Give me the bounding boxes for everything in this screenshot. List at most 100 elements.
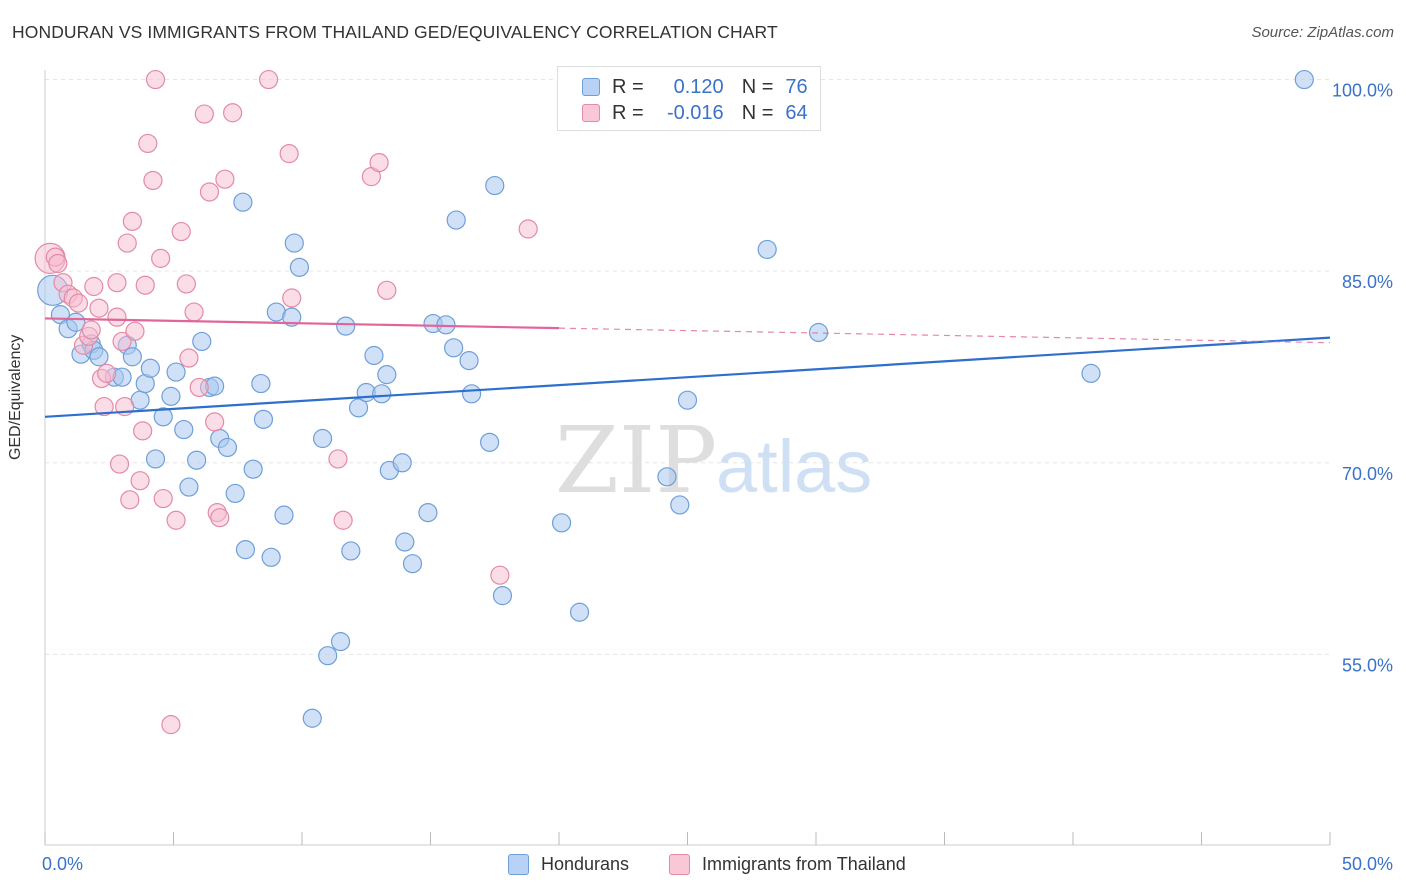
thailand-point — [112, 331, 132, 352]
thailand-point — [151, 248, 171, 268]
r-value-hondurans: 0.120 — [673, 75, 724, 98]
honduran-point — [274, 505, 294, 525]
honduran-point — [446, 210, 466, 230]
legend-label-hondurans: Hondurans — [541, 853, 630, 874]
n-value-hondurans: 76 — [785, 75, 808, 98]
honduran-point — [284, 233, 304, 253]
thailand-point — [109, 454, 130, 474]
n-label: N = — [741, 101, 774, 124]
thailand-point — [199, 182, 220, 202]
honduran-point — [808, 322, 829, 343]
thailand-point — [145, 69, 166, 90]
honduran-trend-line — [44, 336, 1331, 418]
thailand-point — [328, 449, 348, 469]
legend-swatch-pink — [582, 104, 600, 122]
legend-item-hondurans: Hondurans — [508, 851, 629, 877]
honduran-point — [348, 398, 369, 418]
honduran-point — [145, 449, 166, 469]
honduran-point — [372, 384, 392, 404]
honduran-point — [336, 316, 356, 336]
y-tick-label: 70.0% — [1342, 464, 1393, 484]
tick-labels: 100.0% 85.0% 70.0% 55.0% 0.0% 50.0% — [42, 81, 1393, 874]
thailand-point — [153, 488, 173, 509]
honduran-point — [140, 358, 160, 378]
honduran-point — [480, 432, 500, 452]
honduran-point — [657, 467, 677, 487]
thailand-point — [68, 293, 89, 313]
honduran-point — [235, 540, 256, 560]
trend-lines — [44, 317, 1331, 418]
thailand-point — [97, 363, 117, 383]
chart-title: HONDURAN VS IMMIGRANTS FROM THAILAND GED… — [12, 22, 778, 42]
honduran-point — [161, 386, 181, 406]
thailand-point — [130, 471, 150, 491]
honduran-point — [217, 437, 238, 458]
thailand-trend-line — [44, 317, 560, 330]
thailand-point — [194, 104, 214, 124]
honduran-point — [569, 602, 590, 622]
honduran-point — [187, 450, 207, 470]
thailand-point — [377, 280, 397, 300]
thailand-point — [89, 298, 109, 318]
honduran-point — [1081, 363, 1101, 383]
honduran-point — [364, 345, 384, 366]
honduran-point — [492, 586, 513, 606]
thailand-point — [179, 348, 199, 368]
thailand-point — [223, 103, 243, 123]
thailand-point — [138, 133, 158, 154]
thailand-point — [107, 273, 127, 293]
thailand-point — [369, 152, 389, 173]
source-label: Source: ZipAtlas.com — [1251, 24, 1394, 41]
thailand-point — [81, 320, 101, 340]
legend-swatch-pink — [669, 853, 690, 875]
thailand-point — [161, 715, 181, 735]
honduran-point — [192, 331, 212, 352]
thailand-point — [490, 565, 510, 585]
y-tick-label: 85.0% — [1342, 272, 1393, 292]
honduran-point — [225, 483, 245, 504]
axes — [44, 70, 1331, 846]
thailand-point — [518, 219, 538, 239]
honduran-point — [282, 307, 302, 327]
legend-label-thailand: Immigrants from Thailand — [702, 853, 906, 874]
honduran-point — [153, 407, 173, 427]
honduran-point — [302, 708, 322, 728]
honduran-point — [66, 312, 86, 332]
watermark-zip: ZIP — [555, 407, 717, 514]
honduran-point — [253, 409, 274, 429]
honduran-point — [233, 192, 253, 212]
honduran-point — [166, 362, 186, 382]
thailand-point — [205, 412, 225, 432]
honduran-point — [243, 459, 263, 479]
honduran-point — [670, 495, 690, 515]
x-tick-label: 0.0% — [42, 854, 83, 874]
thailand-trend-extension — [558, 327, 1331, 344]
thailand-point — [133, 421, 153, 441]
thailand-point — [122, 211, 142, 231]
honduran-point — [677, 390, 698, 410]
thailand-point — [279, 144, 299, 164]
thailand-point — [48, 253, 68, 274]
honduran-point — [551, 513, 572, 533]
honduran-point — [462, 384, 482, 404]
honduran-point — [179, 477, 199, 497]
honduran-point — [330, 632, 351, 652]
honduran-point — [174, 419, 194, 440]
honduran-point — [402, 554, 423, 574]
thailand-point — [184, 302, 204, 322]
legend-row-thailand: R = -0.016 N = 64 — [582, 100, 808, 126]
r-label: R = — [612, 75, 644, 98]
r-label: R = — [612, 101, 644, 124]
thailand-point — [166, 510, 186, 530]
honduran-point — [395, 532, 415, 552]
thailand-point — [176, 274, 196, 294]
x-tick-label: 50.0% — [1342, 854, 1393, 874]
y-tick-label: 100.0% — [1332, 81, 1393, 101]
thailand-point — [210, 508, 230, 528]
thailand-point — [333, 510, 353, 530]
thailand-point — [189, 377, 209, 398]
n-value-thailand: 64 — [785, 101, 808, 124]
legend-item-thailand: Immigrants from Thailand — [669, 851, 906, 877]
honduran-point — [392, 453, 412, 473]
